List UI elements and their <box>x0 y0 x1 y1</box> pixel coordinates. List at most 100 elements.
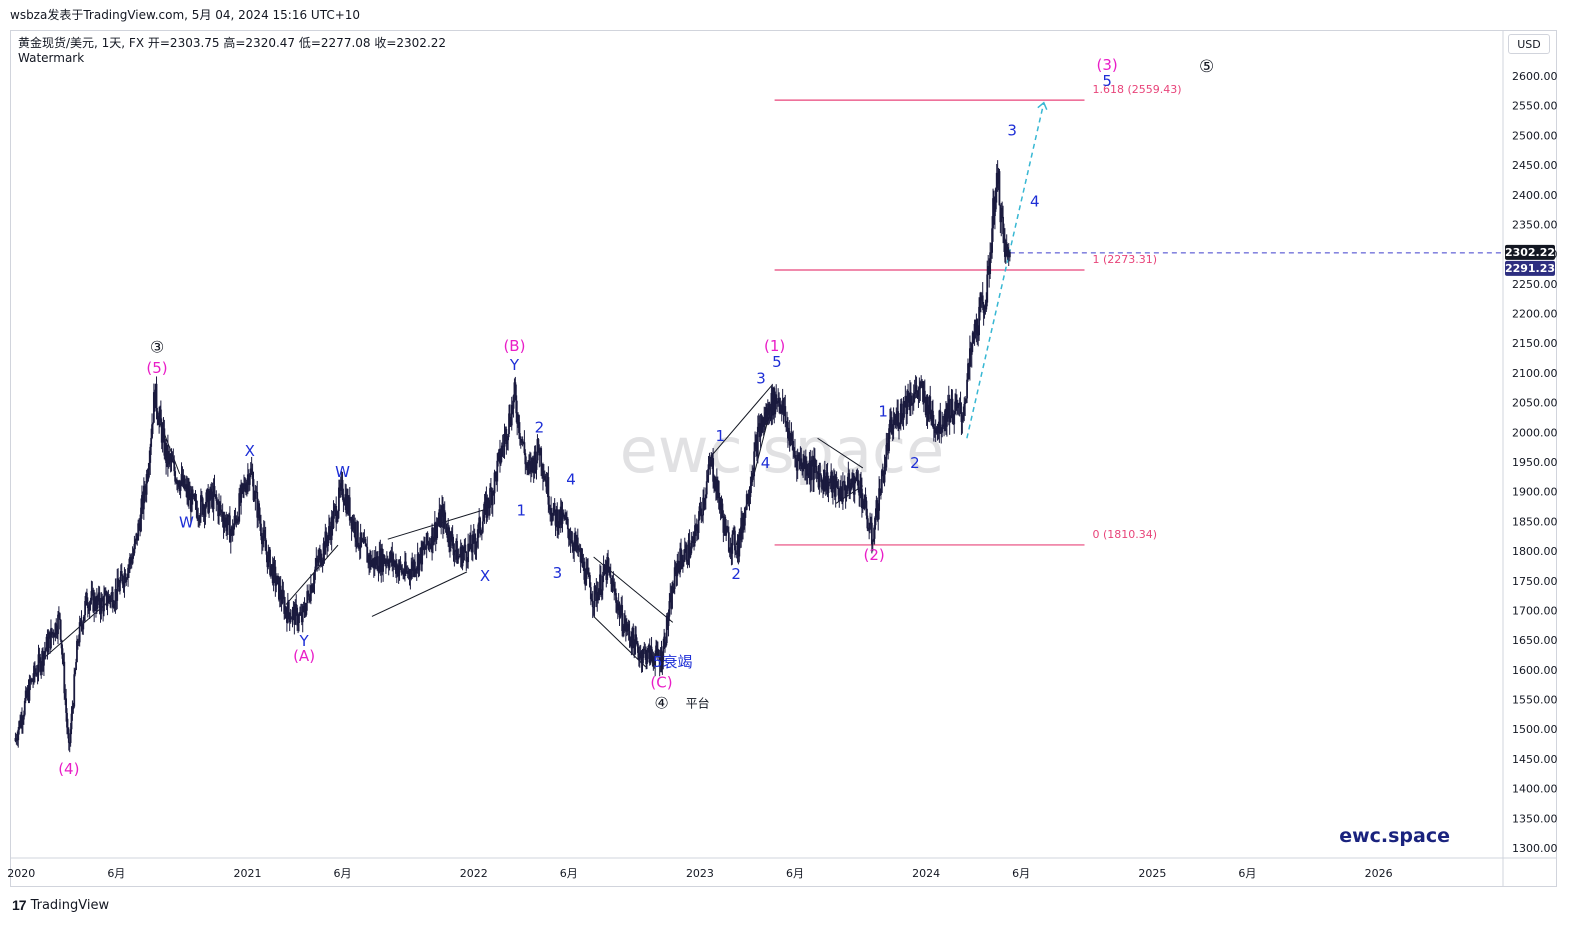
candle-body <box>117 578 120 587</box>
candle-body <box>599 574 602 595</box>
candle-body <box>899 403 902 423</box>
candle-body <box>533 451 536 473</box>
candle-body <box>944 410 946 426</box>
candle-body <box>111 591 114 608</box>
candle-body <box>932 410 934 428</box>
candle-body <box>365 544 368 547</box>
candle-body <box>679 548 682 573</box>
candle-body <box>384 561 386 564</box>
candle-body <box>715 479 718 499</box>
candle-body <box>237 518 240 522</box>
candle-body <box>50 628 52 649</box>
candle-body <box>593 585 596 607</box>
candle-body <box>363 539 366 543</box>
candle-body <box>67 727 69 734</box>
candle-body <box>122 584 125 588</box>
candle-body <box>534 451 537 470</box>
candle-body <box>728 551 731 553</box>
candle-body <box>255 490 258 493</box>
candle-body <box>952 415 955 425</box>
candle-body <box>813 458 816 467</box>
candle-body <box>309 585 312 601</box>
footer-logo[interactable]: 17 TradingView <box>12 897 109 913</box>
candle-body <box>296 607 299 626</box>
candle-body <box>273 562 276 567</box>
candle-body <box>336 518 339 523</box>
candle-body <box>379 551 382 573</box>
candle-body <box>436 524 439 527</box>
candle-body <box>962 415 965 420</box>
candle-body <box>373 557 376 569</box>
candle-body <box>764 412 766 420</box>
currency-selector[interactable]: USD <box>1508 34 1550 54</box>
candle-body <box>430 543 433 550</box>
candle-body <box>194 499 197 501</box>
candle-body <box>899 422 901 427</box>
candle-body <box>509 424 512 426</box>
candle-body <box>707 464 710 476</box>
candle-body <box>936 427 939 430</box>
candle-body <box>389 551 392 559</box>
candle-body <box>656 648 659 656</box>
candle-body <box>411 561 414 569</box>
candle-body <box>14 737 17 742</box>
candle-body <box>152 392 155 423</box>
candle-body <box>136 533 139 541</box>
candle-body <box>402 570 405 576</box>
candle-body <box>247 474 250 485</box>
candle-body <box>801 466 804 472</box>
candle-body <box>743 521 745 526</box>
candle-body <box>233 515 236 527</box>
candle-body <box>696 530 699 533</box>
candle-body <box>295 604 298 608</box>
candle-body <box>502 446 505 448</box>
candle-body <box>192 494 195 497</box>
candle-body <box>73 674 76 707</box>
candle-body <box>253 498 256 501</box>
candle-body <box>691 541 694 543</box>
candle-body <box>385 561 387 564</box>
candle-body <box>967 363 969 380</box>
candle-body <box>914 385 917 393</box>
candle-body <box>507 433 510 441</box>
candle-body <box>431 527 434 550</box>
candle-body <box>359 532 362 549</box>
candle-body <box>823 469 826 491</box>
candle-body <box>42 650 44 666</box>
candle-body <box>855 472 858 478</box>
candle-body <box>843 481 846 491</box>
candle-body <box>685 544 688 562</box>
candle-body <box>367 554 370 563</box>
candle-body <box>128 557 131 565</box>
candle-body <box>997 171 1000 184</box>
candle-body <box>771 392 774 416</box>
candle-body <box>676 560 679 577</box>
candle-body <box>423 546 426 550</box>
candle-body <box>861 500 864 509</box>
candle-body <box>930 412 933 422</box>
candle-body <box>256 492 259 518</box>
candle-body <box>361 539 364 542</box>
candle-body <box>141 495 144 510</box>
candle-body <box>544 480 547 482</box>
candle-body <box>686 561 689 564</box>
candle-body <box>1000 208 1003 223</box>
candle-body <box>896 411 899 416</box>
candle-body <box>318 554 320 563</box>
candle-body <box>245 488 247 493</box>
price-tick-label: 1800.00 <box>1512 545 1558 558</box>
candle-body <box>184 486 187 490</box>
candle-body <box>454 550 457 552</box>
candle-body <box>906 390 909 415</box>
candle-body <box>258 503 260 518</box>
candle-body <box>315 558 318 567</box>
candle-body <box>165 442 167 464</box>
candle-body <box>956 403 958 409</box>
candle-body <box>328 526 331 531</box>
candle-body <box>456 540 458 564</box>
candle-body <box>499 449 501 464</box>
candle-body <box>958 402 961 406</box>
candle-body <box>437 522 440 525</box>
candle-body <box>380 548 383 573</box>
